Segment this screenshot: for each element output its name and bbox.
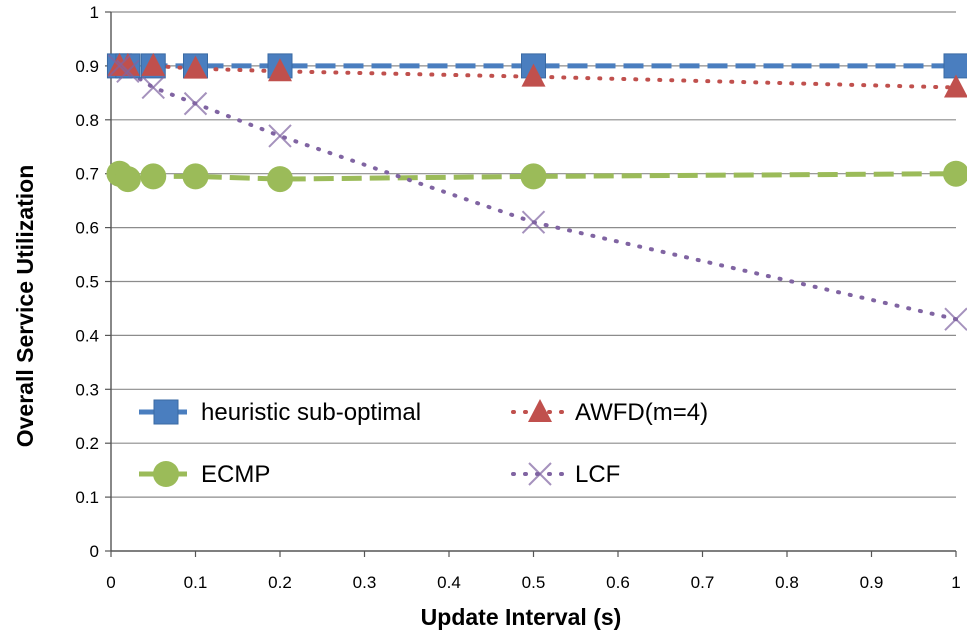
x-tick-label: 0.2: [268, 573, 292, 592]
series-markers: [106, 52, 967, 331]
data-point: [183, 55, 208, 79]
data-point: [521, 63, 546, 87]
data-point: [182, 163, 209, 190]
legend-marker: [528, 399, 552, 422]
data-point: [520, 163, 547, 190]
y-tick-label: 0.3: [75, 380, 99, 399]
data-point: [944, 307, 967, 331]
y-tick-label: 0.9: [75, 57, 99, 76]
x-tick-label: 0.6: [606, 573, 630, 592]
data-point: [140, 163, 167, 190]
y-tick-label: 0.8: [75, 111, 99, 130]
legend-item: AWFD(m=4): [511, 399, 708, 426]
data-point: [943, 160, 967, 187]
legend-marker: [528, 462, 552, 486]
axes: [105, 11, 957, 557]
data-point: [141, 52, 166, 76]
x-tick-label: 0.7: [691, 573, 715, 592]
y-tick-label: 0.7: [75, 165, 99, 184]
data-point: [943, 53, 967, 79]
legend-marker: [153, 399, 179, 425]
y-axis-title: Overall Service Utilization: [12, 165, 38, 448]
data-point: [116, 59, 140, 83]
y-tick-label: 0.6: [75, 219, 99, 238]
legend-item: heuristic sub-optimal: [139, 399, 421, 426]
data-point: [944, 74, 967, 98]
y-tick-label: 0: [90, 542, 99, 561]
data-point: [115, 52, 140, 76]
data-point: [521, 210, 546, 234]
tick-labels: 0 0.1 0.2 0.3 0.4 0.5 0.6 0.7 0.8 0.9 1 0 0.1 0.2 0.3 0…: [75, 3, 960, 592]
legend-label: LCF: [575, 461, 620, 488]
x-tick-label: 0: [106, 573, 115, 592]
legend-label: heuristic sub-optimal: [201, 399, 421, 426]
x-tick-label: 0.3: [353, 573, 377, 592]
y-tick-label: 1: [90, 3, 99, 22]
y-tick-label: 0.1: [75, 488, 99, 507]
x-axis-title: Update Interval (s): [421, 604, 622, 630]
x-tick-label: 0.4: [437, 573, 461, 592]
legend-label: ECMP: [201, 461, 270, 488]
y-tick-label: 0.2: [75, 434, 99, 453]
data-point: [268, 124, 292, 148]
x-tick-label: 0.5: [522, 573, 546, 592]
legend-item: ECMP: [139, 461, 270, 488]
legend-item: LCF: [511, 461, 620, 488]
x-tick-label: 0.8: [775, 573, 799, 592]
data-point: [141, 75, 165, 100]
data-point: [267, 166, 293, 193]
legend-marker: [153, 461, 179, 487]
y-tick-label: 0.4: [75, 326, 99, 345]
x-tick-label: 1: [951, 573, 960, 592]
legend: heuristic sub-optimal AWFD(m=4) ECMP LCF: [139, 399, 708, 488]
x-tick-label: 0.1: [184, 573, 208, 592]
data-point: [268, 58, 292, 82]
y-tick-label: 0.5: [75, 273, 99, 292]
data-point: [114, 166, 141, 193]
legend-label: AWFD(m=4): [575, 399, 708, 426]
data-point: [183, 91, 208, 116]
x-tick-label: 0.9: [860, 573, 884, 592]
